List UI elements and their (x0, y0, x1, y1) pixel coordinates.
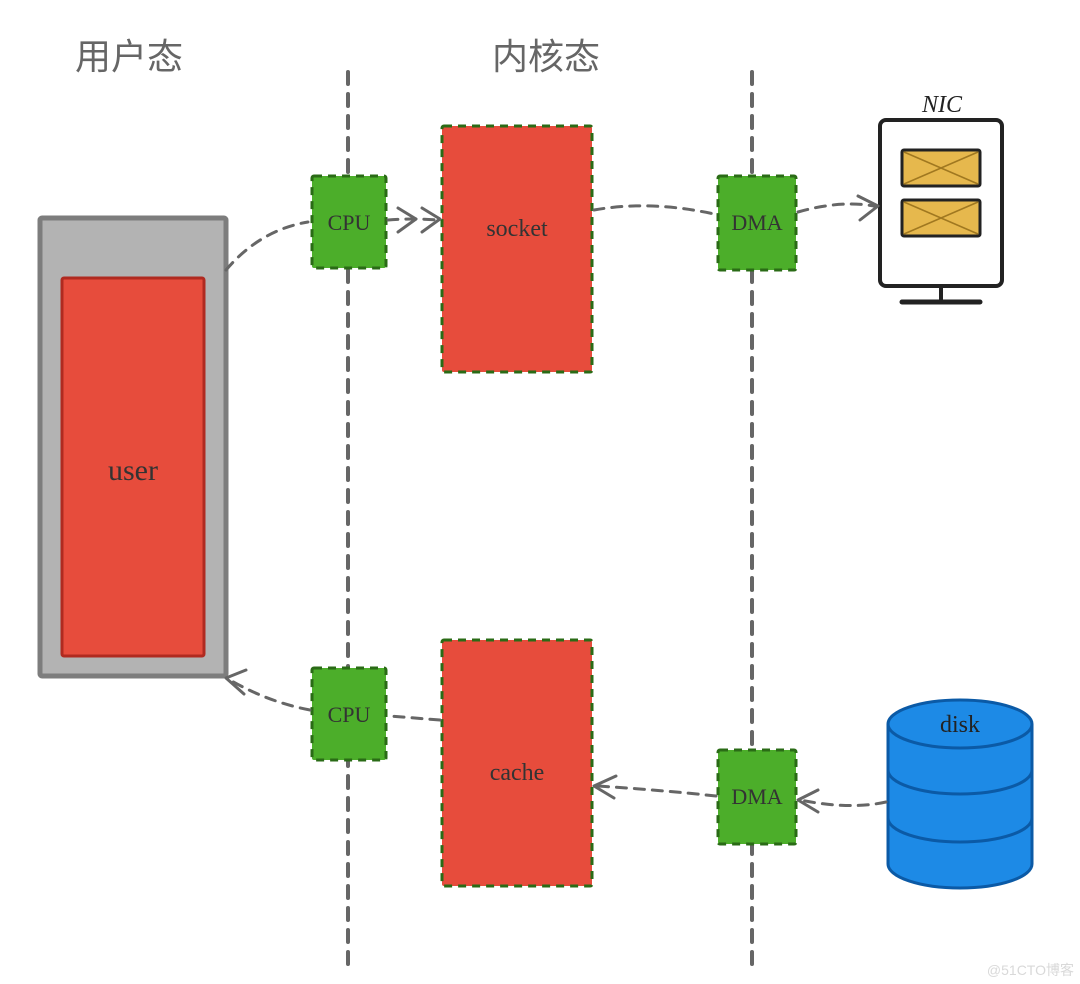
cache-label: cache (490, 760, 545, 786)
arrow-cpu2-to-user (230, 680, 310, 710)
diagram-svg: user CPU socket DMA NIC CPU cache DMA di… (0, 0, 1080, 984)
dma2-label: DMA (731, 784, 782, 809)
arrow-dma2-to-cache (598, 786, 716, 796)
arrow-user-to-cpu1 (226, 222, 308, 270)
arrow-cache-to-cpu2 (390, 716, 440, 720)
user-label: user (108, 454, 158, 487)
socket-label: socket (486, 216, 548, 242)
cpu2-label: CPU (328, 702, 371, 727)
dma1-label: DMA (731, 210, 782, 235)
arrow-dma1-to-nic (798, 204, 874, 212)
cpu1-label: CPU (328, 210, 371, 235)
socket-box (442, 126, 592, 372)
disk-label: disk (940, 712, 980, 738)
watermark: @51CTO博客 (987, 960, 1074, 980)
arrow-disk-to-dma2 (800, 800, 886, 806)
nic-title: NIC (921, 92, 963, 118)
arrow-socket-to-dma1 (594, 206, 714, 214)
